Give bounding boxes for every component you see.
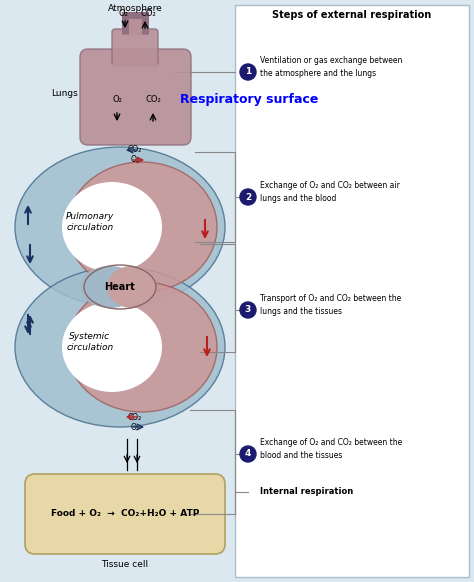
Text: Systemic
circulation: Systemic circulation [66, 332, 114, 352]
FancyBboxPatch shape [113, 55, 157, 67]
FancyBboxPatch shape [235, 5, 469, 577]
Ellipse shape [62, 302, 162, 392]
Text: Internal respiration: Internal respiration [260, 488, 353, 496]
Ellipse shape [15, 147, 225, 307]
Text: Atmosphere: Atmosphere [108, 4, 163, 13]
Text: O₂: O₂ [130, 155, 139, 165]
Text: Pulmonary
circulation: Pulmonary circulation [66, 212, 114, 232]
FancyBboxPatch shape [112, 29, 158, 65]
Text: O₂: O₂ [130, 423, 139, 431]
Text: O₂: O₂ [118, 9, 128, 18]
Circle shape [240, 189, 256, 205]
FancyBboxPatch shape [80, 49, 191, 145]
Text: O₂: O₂ [112, 95, 122, 105]
Circle shape [240, 64, 256, 80]
Text: Ventilation or gas exchange between
the atmosphere and the lungs: Ventilation or gas exchange between the … [260, 56, 402, 78]
Text: 4: 4 [245, 449, 251, 459]
Circle shape [240, 302, 256, 318]
Circle shape [240, 446, 256, 462]
Ellipse shape [62, 182, 162, 272]
Text: 1: 1 [245, 68, 251, 76]
Text: 3: 3 [245, 306, 251, 314]
Ellipse shape [67, 282, 217, 412]
Text: Steps of external respiration: Steps of external respiration [273, 10, 432, 20]
Text: Lungs: Lungs [51, 90, 78, 98]
Text: CO₂: CO₂ [145, 95, 161, 105]
Text: CO₂: CO₂ [128, 413, 142, 421]
Text: Heart: Heart [105, 282, 136, 292]
Text: Respiratory surface: Respiratory surface [180, 94, 319, 107]
Text: Exchange of O₂ and CO₂ between air
lungs and the blood: Exchange of O₂ and CO₂ between air lungs… [260, 181, 400, 203]
Text: Exchange of O₂ and CO₂ between the
blood and the tissues: Exchange of O₂ and CO₂ between the blood… [260, 438, 402, 460]
Text: 2: 2 [245, 193, 251, 201]
Ellipse shape [107, 266, 157, 308]
Text: CO₂: CO₂ [128, 146, 142, 154]
Ellipse shape [67, 162, 217, 292]
Text: Transport of O₂ and CO₂ between the
lungs and the tissues: Transport of O₂ and CO₂ between the lung… [260, 294, 401, 316]
Text: Food + O₂  →  CO₂+H₂O + ATP: Food + O₂ → CO₂+H₂O + ATP [51, 509, 199, 519]
FancyBboxPatch shape [25, 474, 225, 554]
Ellipse shape [15, 267, 225, 427]
Text: CO₂: CO₂ [140, 9, 156, 18]
Ellipse shape [80, 266, 140, 308]
Text: Tissue cell: Tissue cell [101, 560, 148, 569]
